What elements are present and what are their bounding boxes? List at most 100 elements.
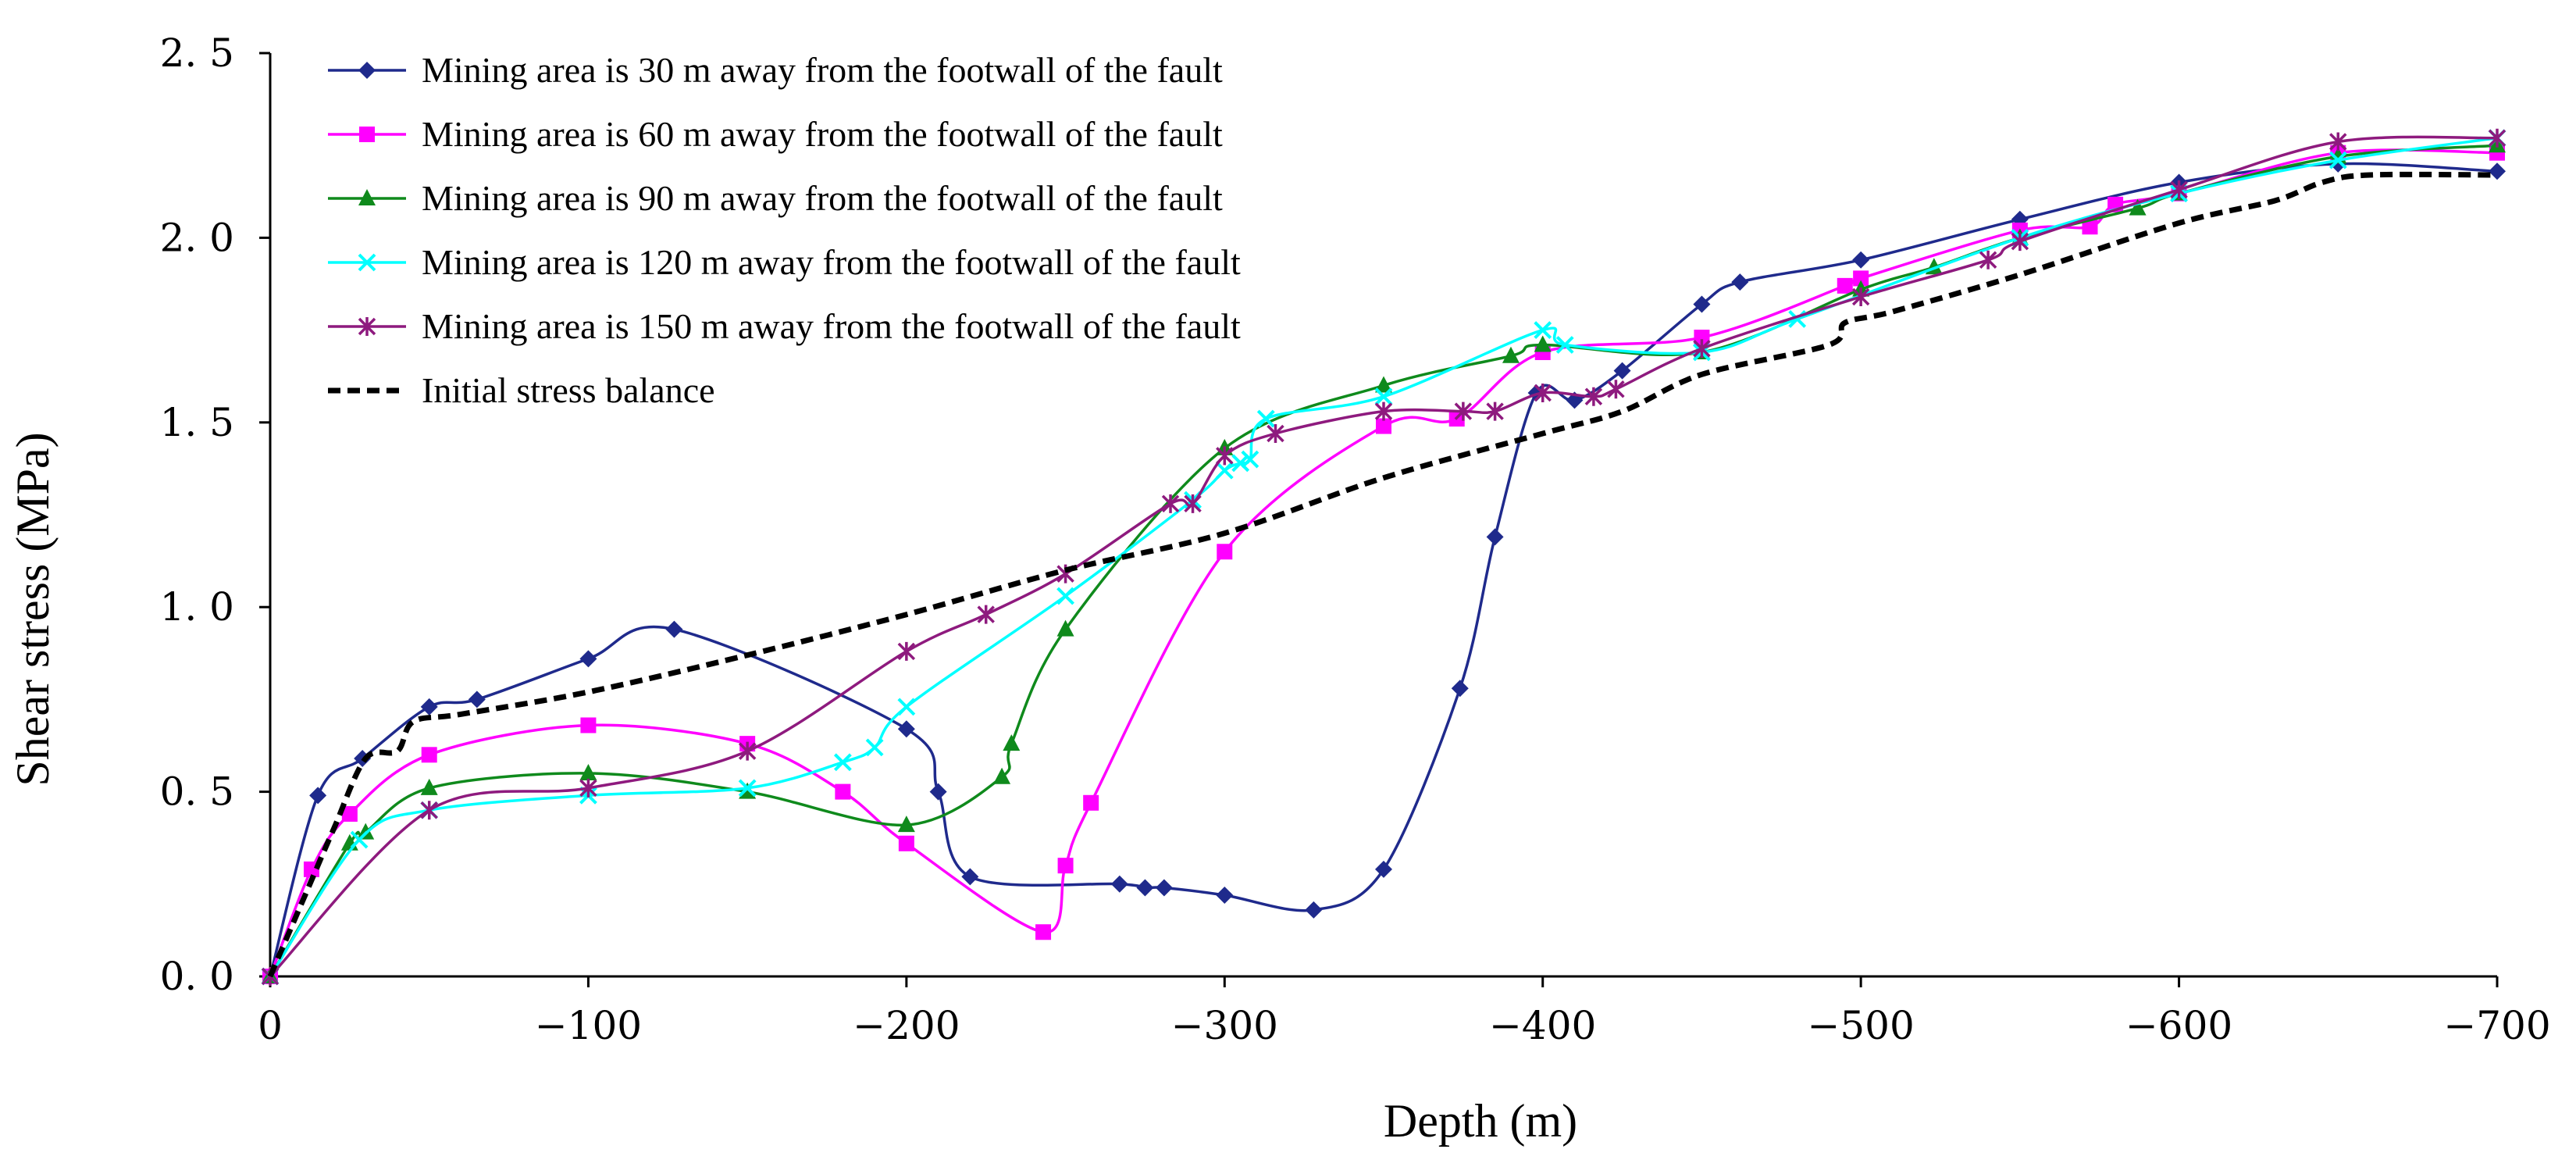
data-point: [1305, 901, 1323, 919]
data-point: [579, 763, 597, 780]
legend-label: Mining area is 150 m away from the footw…: [422, 306, 1241, 346]
data-point: [1853, 270, 1869, 287]
data-point: [350, 830, 369, 849]
y-tick-label: 2. 5: [160, 30, 234, 76]
data-point: [1241, 450, 1259, 469]
data-point: [1607, 380, 1625, 399]
data-point: [2011, 232, 2029, 252]
legend-marker: [359, 127, 375, 142]
data-point: [1374, 401, 1393, 421]
data-point: [421, 747, 437, 763]
data-point: [1374, 387, 1393, 406]
legend-label: Mining area is 120 m away from the footw…: [422, 242, 1241, 282]
data-point: [835, 783, 851, 800]
data-point: [993, 767, 1011, 784]
data-point: [1694, 330, 1710, 346]
x-tick-label: −400: [1489, 1003, 1596, 1048]
data-point: [1486, 528, 1504, 546]
data-point: [1267, 423, 1284, 443]
x-tick-label: −200: [853, 1003, 960, 1048]
data-point: [579, 650, 597, 668]
data-point: [1056, 587, 1074, 605]
series-6: [267, 171, 2498, 978]
data-point: [929, 783, 947, 801]
legend-marker: [358, 317, 376, 336]
data-point: [468, 691, 486, 708]
data-point: [977, 605, 995, 624]
data-point: [1375, 860, 1392, 878]
data-point: [1215, 461, 1234, 480]
data-point: [1837, 277, 1853, 294]
data-point: [898, 835, 914, 851]
data-point: [1155, 879, 1173, 897]
data-point: [2328, 151, 2347, 170]
data-point: [2489, 162, 2506, 180]
legend-label: Mining area is 30 m away from the footwa…: [422, 50, 1223, 90]
legend-label: Mining area is 60 m away from the footwa…: [422, 114, 1223, 154]
data-point: [961, 868, 979, 886]
x-tick-label: −300: [1171, 1003, 1278, 1048]
data-point: [1003, 734, 1021, 751]
legend-label: Mining area is 90 m away from the footwa…: [422, 178, 1223, 218]
data-point: [1584, 387, 1603, 406]
data-point: [2129, 198, 2147, 216]
data-point: [1693, 295, 1711, 313]
legend-item: Mining area is 30 m away from the footwa…: [328, 50, 1223, 90]
data-point: [420, 698, 438, 716]
data-point: [1486, 401, 1504, 421]
x-axis-title: Depth (m): [1384, 1095, 1577, 1147]
data-point: [897, 641, 916, 661]
x-tick-label: −100: [535, 1003, 642, 1048]
data-point: [897, 698, 916, 716]
series-line: [269, 144, 2498, 977]
data-point: [1216, 446, 1234, 466]
x-tick-label: −600: [2125, 1003, 2232, 1048]
data-point: [665, 620, 683, 638]
data-point: [1534, 321, 1552, 340]
x-tick-label: 0: [258, 1003, 283, 1048]
data-point: [1451, 680, 1469, 698]
legend-marker: [358, 253, 376, 272]
series-layer: [261, 128, 2507, 986]
y-axis-title: Shear stress (MPa): [7, 432, 59, 786]
data-point: [1161, 494, 1180, 513]
data-point: [420, 778, 438, 795]
series-line: [269, 162, 2498, 977]
legend-label: Initial stress balance: [422, 370, 715, 410]
legend-marker: [358, 62, 376, 79]
data-point: [1110, 875, 1128, 893]
data-point: [1502, 346, 1520, 363]
data-point: [2488, 128, 2507, 148]
series-line: [267, 171, 2498, 978]
y-tick-label: 0. 0: [160, 954, 234, 999]
data-point: [738, 741, 757, 761]
y-tick-label: 0. 5: [160, 769, 234, 815]
data-point: [1057, 858, 1074, 874]
data-point: [1851, 287, 1870, 307]
data-point: [2329, 132, 2347, 152]
legend-marker: [358, 189, 376, 205]
legend-item: Mining area is 90 m away from the footwa…: [328, 178, 1223, 218]
legend: Mining area is 30 m away from the footwa…: [328, 50, 1241, 410]
axes: 0 −100 −200 −300 −400 −500 −600 −700 0. 0 0. 5 1. …: [160, 30, 2551, 1048]
data-point: [1216, 886, 1234, 904]
data-point: [580, 717, 597, 733]
y-tick-label: 2. 0: [160, 215, 234, 260]
data-point: [420, 801, 438, 820]
data-point: [897, 720, 915, 738]
data-point: [1555, 336, 1574, 354]
y-tick-label: 1. 0: [160, 584, 234, 630]
data-point: [1454, 401, 1473, 421]
data-point: [865, 738, 884, 757]
data-point: [739, 782, 757, 799]
x-tick-label: −700: [2443, 1003, 2550, 1048]
data-point: [1083, 794, 1099, 811]
series-5: [261, 128, 2507, 986]
data-point: [309, 787, 327, 805]
data-point: [833, 753, 852, 772]
data-point: [1979, 250, 1997, 269]
data-point: [897, 815, 915, 833]
data-point: [1534, 335, 1552, 352]
data-point: [579, 778, 597, 798]
